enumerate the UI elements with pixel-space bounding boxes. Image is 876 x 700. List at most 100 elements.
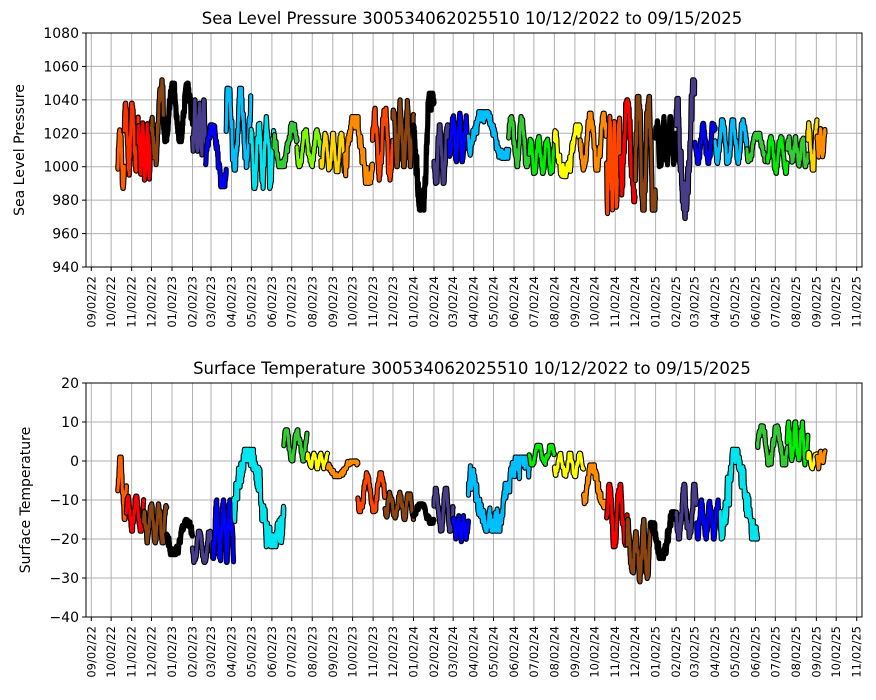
- temperature-xtick-label: 10/02/23: [346, 626, 360, 678]
- pressure-series-33: [806, 118, 819, 172]
- temperature-xtick-label: 02/02/24: [427, 626, 441, 678]
- pressure-xtick-label: 10/02/25: [829, 276, 843, 328]
- pressure-series-17: [447, 111, 470, 164]
- temperature-series-21: [648, 510, 678, 560]
- temperature-xtick-label: 11/02/23: [366, 626, 380, 678]
- pressure-series-19: [507, 115, 531, 169]
- temperature-series-20: [625, 518, 652, 584]
- temperature-series-10: [356, 471, 387, 514]
- temperature-xtick-label: 06/02/23: [265, 626, 279, 678]
- pressure-series-27: [674, 78, 697, 220]
- temperature-xtick-label: 09/02/24: [568, 626, 582, 678]
- pressure-xtick-label: 11/02/22: [125, 276, 139, 328]
- temperature-xtick-label: 09/02/23: [326, 626, 340, 678]
- pressure-xtick-label: 05/02/24: [487, 276, 501, 328]
- pressure-series-30: [745, 131, 769, 164]
- temperature-series-12: [412, 502, 436, 525]
- temperature-series-7: [282, 428, 309, 463]
- temperature-xtick-label: 01/02/23: [165, 626, 179, 678]
- sea-level-pressure-title: Sea Level Pressure 300534062025510 10/12…: [202, 9, 742, 28]
- temperature-series-8: [305, 451, 329, 471]
- pressure-ytick-label: 1020: [43, 126, 79, 142]
- pressure-xtick-label: 07/02/25: [768, 276, 782, 328]
- pressure-xtick-label: 11/02/23: [366, 276, 380, 328]
- pressure-series-26: [654, 115, 678, 169]
- pressure-ytick-label: 980: [52, 193, 79, 209]
- pressure-xtick-label: 07/02/24: [527, 276, 541, 328]
- pressure-series-34: [815, 127, 827, 159]
- pressure-series-21: [552, 123, 582, 179]
- temperature-xtick-label: 06/02/25: [748, 626, 762, 678]
- pressure-series-15: [412, 91, 436, 212]
- temperature-xtick-label: 05/02/25: [728, 626, 742, 678]
- temperature-xtick-label: 03/02/23: [204, 626, 218, 678]
- surface-temperature-ylabel: Surface Temperature: [18, 427, 34, 573]
- pressure-xtick-label: 04/02/25: [708, 276, 722, 328]
- pressure-xtick-label: 03/02/23: [204, 276, 218, 328]
- pressure-series-0: [116, 128, 126, 190]
- temperature-series-18: [582, 463, 609, 510]
- temperature-xtick-label: 12/02/24: [628, 626, 642, 678]
- pressure-series-12: [343, 115, 374, 185]
- pressure-xtick-label: 04/02/23: [225, 276, 239, 328]
- temperature-ytick-label: 20: [61, 376, 79, 392]
- temperature-series-16: [527, 443, 556, 467]
- pressure-xtick-label: 02/02/23: [186, 276, 200, 328]
- pressure-series-4: [161, 81, 194, 144]
- temperature-series-9: [326, 459, 360, 479]
- temperature-axes-frame: [85, 382, 863, 618]
- temperature-xtick-label: 01/02/24: [406, 626, 420, 678]
- temperature-series-24: [718, 447, 759, 541]
- temperature-series-22: [674, 482, 699, 541]
- pressure-series-32: [785, 135, 810, 169]
- pressure-series-25: [633, 95, 658, 212]
- temperature-series-14: [451, 514, 470, 544]
- temperature-xtick-label: 04/02/23: [225, 626, 239, 678]
- temperature-xtick-label: 10/02/24: [588, 626, 602, 678]
- temperature-ytick-label: 0: [70, 454, 79, 470]
- pressure-xtick-label: 12/02/22: [144, 276, 158, 328]
- temperature-series-5: [211, 498, 235, 564]
- pressure-xtick-label: 04/02/24: [467, 276, 481, 328]
- temperature-xtick-label: 08/02/25: [789, 626, 803, 678]
- temperature-series-1: [124, 494, 146, 533]
- pressure-xtick-label: 03/02/25: [688, 276, 702, 328]
- temperature-series-28: [815, 449, 827, 471]
- temperature-xtick-label: 06/02/24: [507, 626, 521, 678]
- pressure-xtick-label: 03/02/24: [446, 276, 460, 328]
- temperature-xtick-label: 04/02/25: [708, 626, 722, 678]
- temperature-xtick-label: 07/02/25: [768, 626, 782, 678]
- pressure-series-1: [122, 101, 140, 177]
- temperature-xtick-label: 09/02/22: [84, 626, 98, 678]
- pressure-xtick-label: 10/02/22: [104, 276, 118, 328]
- pressure-series-8: [249, 115, 276, 190]
- pressure-series-29: [713, 118, 749, 165]
- pressure-ytick-label: 940: [52, 260, 79, 276]
- temperature-series-25: [756, 424, 789, 467]
- temperature-xtick-label: 09/02/25: [809, 626, 823, 678]
- pressure-xtick-label: 09/02/22: [84, 276, 98, 328]
- temperature-xtick-label: 04/02/24: [467, 626, 481, 678]
- pressure-series-24: [619, 98, 637, 204]
- temperature-ytick-label: −30: [49, 571, 79, 587]
- temperature-xtick-label: 11/02/22: [125, 626, 139, 678]
- pressure-xtick-label: 10/02/24: [588, 276, 602, 328]
- pressure-xtick-label: 08/02/25: [789, 276, 803, 328]
- pressure-xtick-label: 12/02/24: [628, 276, 642, 328]
- temperature-series-11: [383, 490, 415, 521]
- pressure-series-2: [136, 119, 153, 182]
- pressure-xtick-label: 09/02/24: [568, 276, 582, 328]
- sea-level-pressure-panel: Sea Level Pressure 300534062025510 10/12…: [12, 9, 864, 328]
- pressure-series-22: [578, 111, 609, 172]
- pressure-ytick-label: 960: [52, 227, 79, 243]
- pressure-xtick-label: 07/02/23: [285, 276, 299, 328]
- pressure-xtick-label: 12/02/23: [386, 276, 400, 328]
- pressure-xtick-label: 01/02/24: [406, 276, 420, 328]
- surface-temperature-panel: Surface Temperature 300534062025510 10/1…: [18, 359, 864, 678]
- pressure-xtick-label: 05/02/23: [244, 276, 258, 328]
- pressure-series-23: [605, 114, 622, 215]
- pressure-series-16: [432, 123, 451, 185]
- pressure-xtick-label: 09/02/25: [809, 276, 823, 328]
- pressure-series-20: [527, 135, 556, 175]
